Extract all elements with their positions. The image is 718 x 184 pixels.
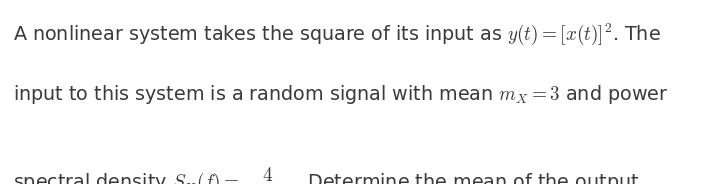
- Text: spectral density $S_X(f) = \dfrac{4}{4 + f^2}$. Determine the mean of the output: spectral density $S_X(f) = \dfrac{4}{4 +…: [13, 166, 644, 184]
- Text: A nonlinear system takes the square of its input as $y(t) = [x(t)]^2$. The: A nonlinear system takes the square of i…: [13, 22, 661, 47]
- Text: input to this system is a random signal with mean $m_X = 3$ and power: input to this system is a random signal …: [13, 83, 668, 106]
